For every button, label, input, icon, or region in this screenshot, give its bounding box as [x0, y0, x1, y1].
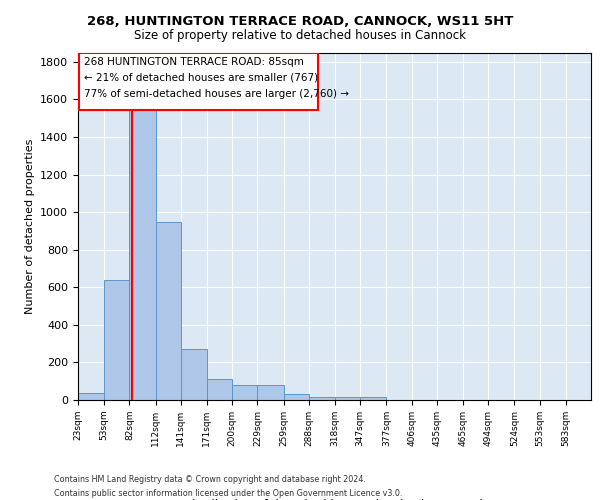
Text: Size of property relative to detached houses in Cannock: Size of property relative to detached ho… — [134, 29, 466, 42]
Bar — [155, 222, 181, 400]
Bar — [257, 385, 284, 400]
Text: Contains public sector information licensed under the Open Government Licence v3: Contains public sector information licen… — [54, 489, 403, 498]
Bar — [284, 394, 309, 400]
Bar — [309, 397, 335, 400]
Bar — [360, 397, 386, 400]
Text: ← 21% of detached houses are smaller (767): ← 21% of detached houses are smaller (76… — [84, 73, 318, 83]
Text: 268, HUNTINGTON TERRACE ROAD, CANNOCK, WS11 5HT: 268, HUNTINGTON TERRACE ROAD, CANNOCK, W… — [87, 15, 513, 28]
Bar — [78, 394, 104, 400]
Bar — [104, 280, 130, 400]
Bar — [335, 397, 360, 400]
Bar — [232, 385, 257, 400]
Text: Contains HM Land Registry data © Crown copyright and database right 2024.: Contains HM Land Registry data © Crown c… — [54, 475, 366, 484]
X-axis label: Distribution of detached houses by size in Cannock: Distribution of detached houses by size … — [183, 499, 486, 500]
Bar — [130, 90, 155, 400]
Bar — [207, 380, 232, 400]
FancyBboxPatch shape — [79, 54, 318, 110]
Text: 268 HUNTINGTON TERRACE ROAD: 85sqm: 268 HUNTINGTON TERRACE ROAD: 85sqm — [84, 57, 304, 67]
Y-axis label: Number of detached properties: Number of detached properties — [25, 138, 35, 314]
Text: 77% of semi-detached houses are larger (2,760) →: 77% of semi-detached houses are larger (… — [84, 89, 349, 99]
Bar — [181, 350, 207, 400]
